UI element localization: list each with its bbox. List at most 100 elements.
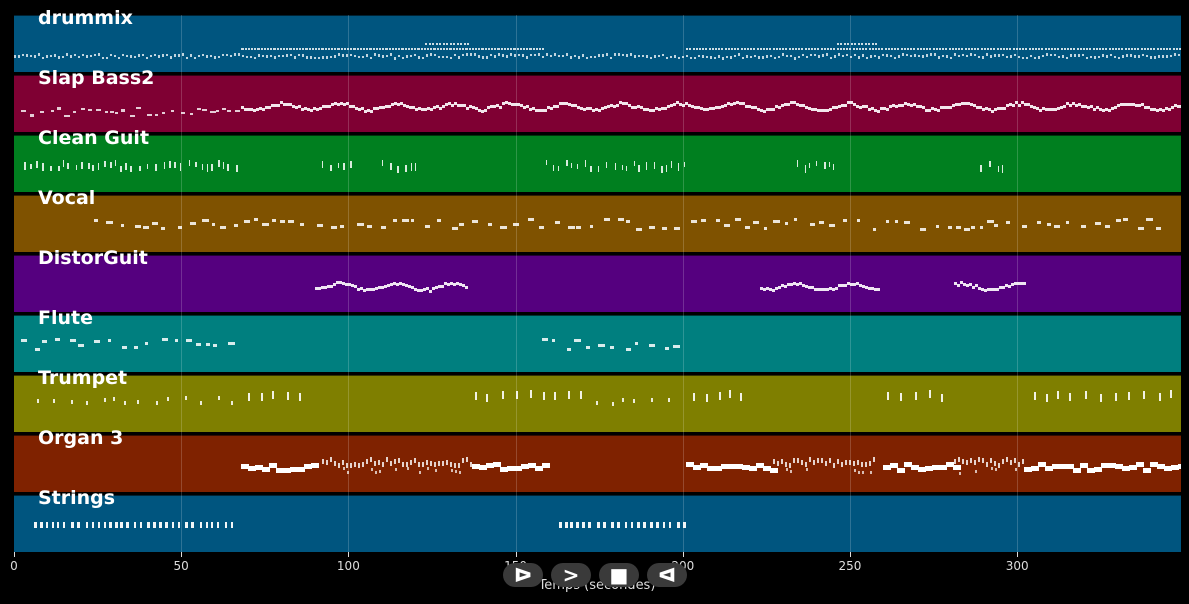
note (1108, 109, 1112, 112)
note (914, 54, 917, 57)
note (1177, 464, 1181, 470)
track-clean-guit[interactable]: Clean Guit (14, 127, 1181, 192)
note (1047, 48, 1050, 51)
note (1036, 221, 1041, 225)
note (475, 48, 478, 51)
note (784, 221, 788, 225)
note (315, 48, 318, 51)
note (1003, 106, 1007, 110)
note (298, 105, 302, 109)
note (592, 109, 596, 112)
note (424, 108, 428, 112)
note (485, 393, 488, 402)
track-slap-bass2[interactable]: Slap Bass2 (14, 67, 1181, 132)
note (344, 283, 348, 287)
note (610, 104, 614, 108)
note (861, 43, 864, 45)
note (1012, 48, 1015, 51)
note (938, 48, 942, 51)
note (185, 522, 188, 528)
track-vocal[interactable]: Vocal (14, 187, 1181, 252)
note (244, 219, 251, 223)
note (129, 114, 136, 117)
note (695, 48, 698, 51)
track-flute[interactable]: Flute (14, 307, 1181, 372)
note (903, 220, 911, 224)
note (467, 43, 470, 45)
note (918, 54, 921, 58)
note (1175, 48, 1178, 51)
note (853, 460, 856, 466)
note (595, 401, 598, 405)
note (241, 464, 250, 470)
note (788, 48, 791, 51)
note (335, 281, 339, 285)
note (842, 54, 845, 58)
track-trumpet[interactable]: Trumpet (14, 367, 1181, 432)
note (821, 458, 824, 464)
note (433, 106, 437, 110)
note (155, 164, 157, 172)
note (1024, 103, 1028, 106)
x-tick (1017, 552, 1019, 557)
note (417, 48, 420, 51)
note (1085, 391, 1087, 400)
note (104, 161, 106, 168)
note (385, 104, 389, 108)
note (925, 108, 929, 112)
note (327, 48, 330, 51)
note (895, 105, 899, 108)
note (46, 55, 49, 58)
note (54, 54, 57, 57)
note (598, 54, 601, 57)
note (734, 48, 737, 51)
forward-button[interactable]: > (551, 563, 591, 587)
track-drummix[interactable]: drummix (14, 7, 1181, 72)
note (450, 56, 453, 59)
note (1033, 106, 1037, 110)
note (472, 219, 478, 223)
note (793, 218, 797, 222)
note (1034, 56, 1037, 60)
track-strings[interactable]: Strings (14, 487, 1181, 552)
note (961, 48, 964, 51)
note (115, 522, 118, 528)
note (786, 283, 790, 287)
rewind-button[interactable]: ᐊ (647, 563, 687, 587)
note (635, 342, 639, 346)
note (226, 53, 229, 57)
note (1129, 103, 1133, 107)
note (535, 466, 544, 472)
note (506, 55, 509, 58)
note (801, 283, 805, 287)
note (501, 390, 504, 399)
note (295, 48, 298, 51)
note (398, 281, 402, 285)
note (1102, 108, 1106, 112)
note (280, 219, 285, 223)
track-organ-3[interactable]: Organ 3 (14, 427, 1181, 492)
play-icon: ᐅ (513, 563, 533, 587)
note (637, 522, 640, 528)
note (922, 105, 926, 109)
track-distorguit[interactable]: DistorGuit (14, 247, 1181, 312)
note (1058, 463, 1067, 469)
note (953, 458, 956, 464)
note (822, 54, 825, 57)
note (1144, 106, 1148, 110)
note (346, 54, 349, 57)
note (463, 43, 466, 45)
note (982, 107, 986, 111)
note (934, 107, 938, 111)
note (416, 289, 420, 293)
note (314, 286, 318, 290)
note (510, 48, 513, 51)
play-button[interactable]: ᐅ (503, 563, 543, 587)
stop-button[interactable]: ■ (599, 563, 639, 587)
note (64, 114, 70, 117)
note (350, 284, 354, 287)
note (852, 282, 856, 286)
note (574, 338, 581, 342)
note (977, 457, 980, 463)
note (295, 105, 299, 109)
